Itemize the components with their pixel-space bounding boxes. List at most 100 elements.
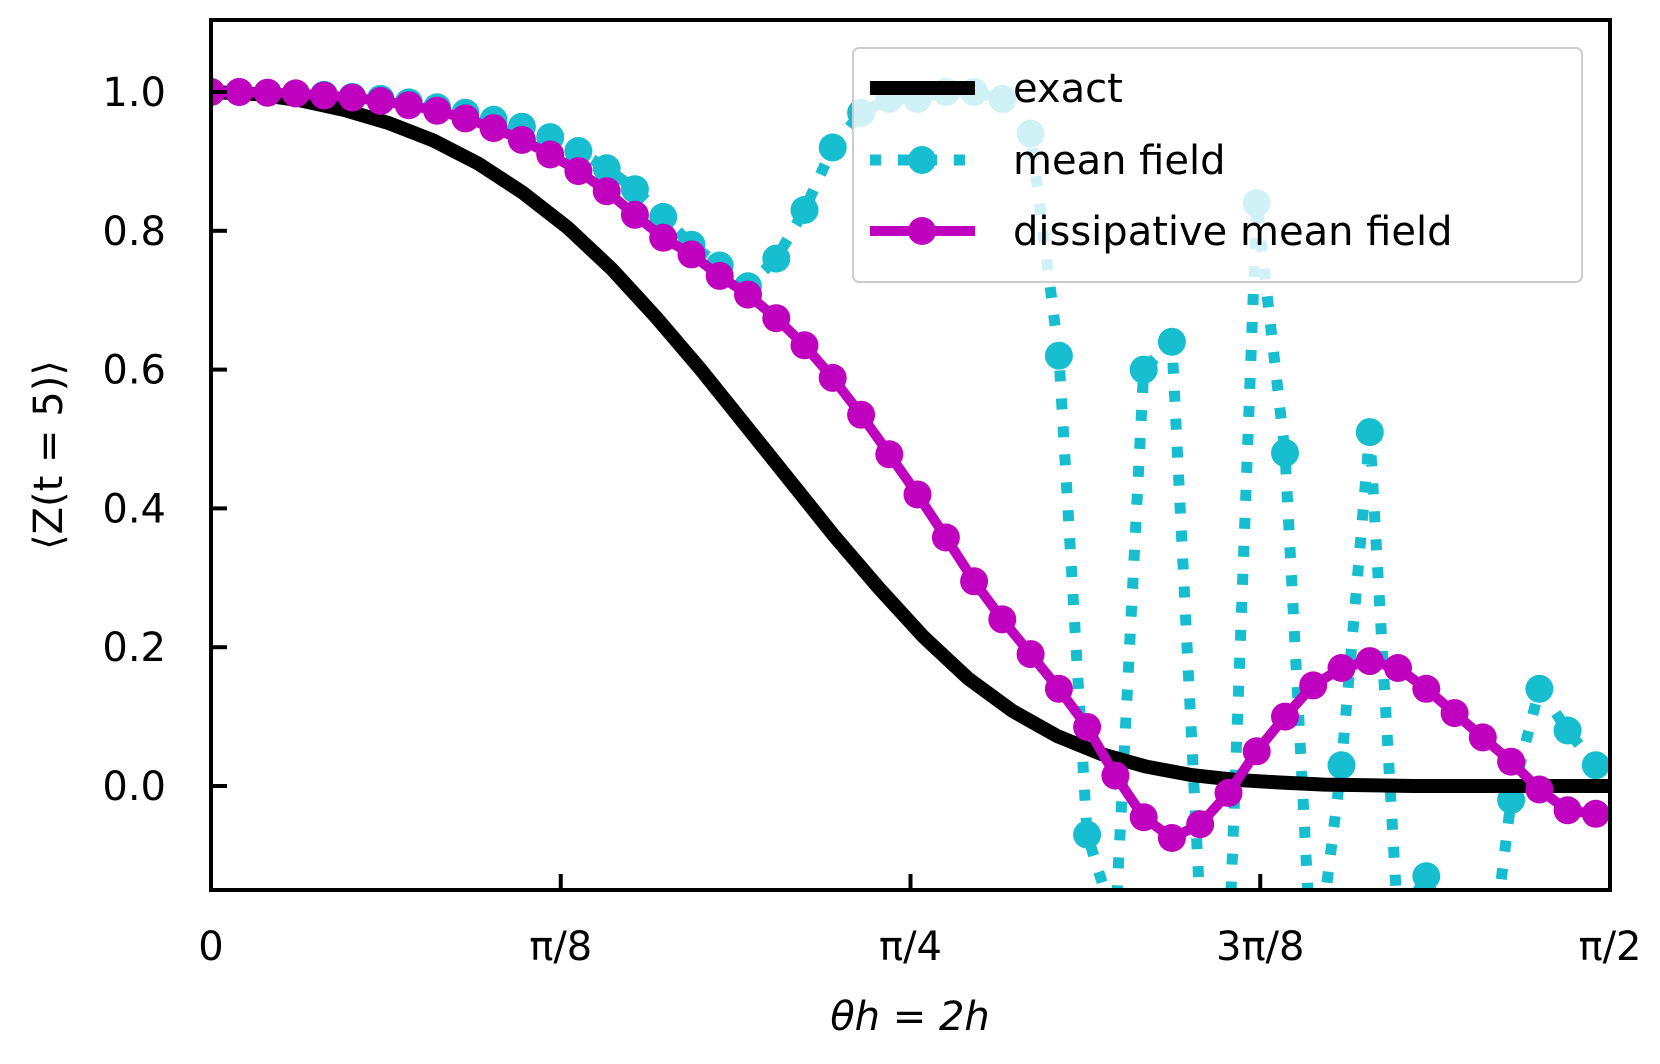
data-point (1186, 810, 1215, 839)
data-point (677, 240, 706, 269)
data-point (1497, 747, 1526, 776)
x-tick-label: π/4 (879, 924, 942, 970)
data-point (423, 96, 452, 125)
data-point (1242, 737, 1271, 766)
data-point (1469, 1015, 1497, 1043)
data-point (1412, 674, 1441, 703)
series-exact (211, 85, 1610, 793)
data-point (734, 280, 762, 309)
data-point (818, 363, 847, 392)
data-point (1101, 761, 1130, 790)
data-point (705, 261, 734, 290)
data-point (1271, 702, 1299, 731)
data-point (1440, 699, 1469, 728)
x-axis-label: θh = 2h (830, 994, 990, 1040)
data-point (1384, 911, 1412, 939)
data-point (1129, 803, 1158, 832)
data-point (1073, 713, 1102, 741)
data-point (1355, 418, 1384, 447)
data-point (592, 177, 621, 206)
data-point (1157, 824, 1186, 852)
data-point (1157, 327, 1186, 356)
data-point (1525, 674, 1554, 703)
y-tick-label: 0.6 (102, 348, 166, 394)
x-tick-label: π/2 (1578, 924, 1641, 970)
y-tick-label: 0.2 (102, 625, 166, 671)
data-point (818, 133, 847, 162)
legend-item: mean field (870, 138, 1225, 184)
data-point (649, 223, 678, 252)
data-point (620, 200, 649, 229)
data-point (762, 304, 791, 333)
data-point (1553, 796, 1582, 825)
data-point (1553, 716, 1582, 745)
legend-label: dissipative mean field (1013, 209, 1452, 255)
legend-marker (908, 217, 936, 245)
data-point (394, 91, 423, 120)
data-point (592, 154, 621, 183)
data-point (1327, 751, 1356, 780)
data-point (1468, 723, 1497, 752)
legend-label: exact (1013, 66, 1123, 112)
data-point (1299, 671, 1328, 700)
y-axis-label: ⟨Z(t = 5)⟩ (26, 360, 72, 550)
data-point (1271, 438, 1299, 467)
data-point (1073, 820, 1102, 849)
data-point (1299, 980, 1327, 1008)
x-tick-label: 0 (198, 924, 223, 970)
data-point (1129, 355, 1158, 384)
data-point (875, 440, 904, 469)
data-point (1441, 946, 1469, 974)
data-point (564, 137, 593, 165)
data-point (507, 125, 536, 154)
data-point (1384, 654, 1412, 682)
data-point (281, 79, 310, 108)
ticks-layer: 0 π/8 π/4 3π/8 π/2 0.0 0.2 0.4 0.6 0.8 1.0 (102, 70, 1641, 970)
data-point (1581, 799, 1610, 828)
data-point (762, 244, 791, 273)
data-point (1525, 775, 1554, 804)
data-point (1101, 911, 1129, 939)
data-point (338, 83, 367, 112)
data-point (649, 202, 678, 231)
data-point (790, 331, 819, 360)
series-layer (211, 78, 1610, 1043)
series-dissipative-mean-field (211, 78, 1610, 852)
data-point (847, 400, 876, 429)
data-point (1327, 654, 1356, 682)
data-point (903, 480, 932, 509)
data-point (1186, 897, 1214, 925)
y-tick-label: 0.8 (102, 209, 166, 255)
data-point (366, 87, 395, 115)
data-point (536, 140, 565, 169)
data-point (960, 567, 989, 596)
data-point (310, 81, 338, 110)
data-point (479, 114, 508, 143)
legend-label: mean field (1013, 138, 1225, 184)
data-point (451, 104, 480, 133)
data-point (1044, 674, 1073, 703)
legend-box (852, 47, 1583, 283)
data-point (564, 157, 593, 186)
legend-item: dissipative mean field (870, 209, 1452, 255)
y-tick-label: 1.0 (102, 70, 166, 116)
data-point (225, 78, 254, 106)
legend-item: exact (870, 66, 1123, 112)
x-tick-label: 3π/8 (1216, 924, 1304, 970)
data-point (1355, 647, 1384, 676)
data-point (620, 175, 649, 204)
x-tick-label: π/8 (529, 924, 592, 970)
data-point (1016, 640, 1045, 669)
data-point (1044, 341, 1073, 370)
legend: exact mean field dissipative mean field (852, 47, 1583, 283)
legend-marker (908, 146, 936, 174)
y-tick-label: 0.4 (102, 486, 166, 532)
data-point (1412, 862, 1441, 890)
y-tick-label: 0.0 (102, 764, 166, 810)
data-point (253, 78, 282, 107)
data-point (790, 196, 819, 224)
data-point (1214, 778, 1243, 807)
data-point (931, 523, 960, 552)
series-line (211, 85, 1610, 793)
